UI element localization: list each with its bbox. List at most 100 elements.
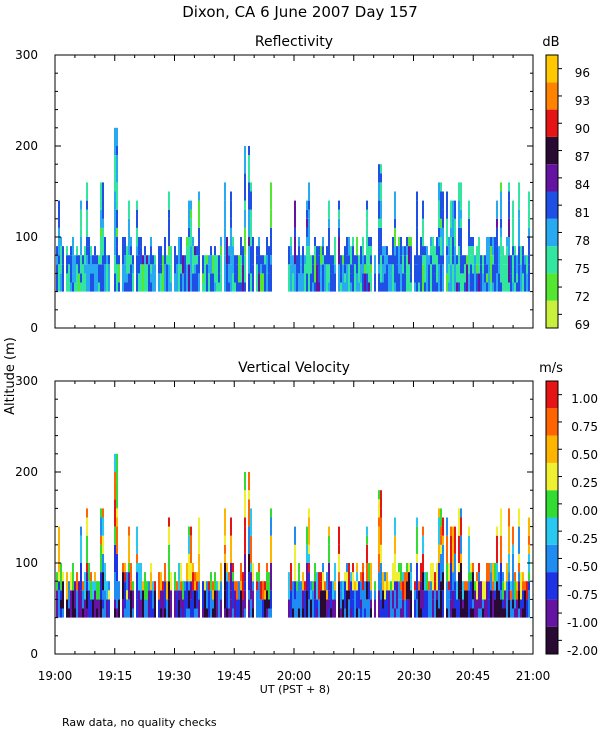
echo-cell xyxy=(328,590,330,600)
echo-cell xyxy=(380,191,382,201)
echo-cell xyxy=(422,608,424,618)
echo-cell xyxy=(266,572,268,591)
echo-cell xyxy=(238,282,240,292)
echo-cell xyxy=(522,590,524,609)
colorbar-swatch xyxy=(546,572,558,600)
echo-cell xyxy=(366,273,368,283)
echo-cell xyxy=(332,599,334,618)
echo-cell xyxy=(438,182,440,201)
echo-cell xyxy=(458,535,460,563)
echo-cell xyxy=(440,264,442,292)
echo-cell xyxy=(400,264,402,292)
reflectivity-y-tick-300: 300 xyxy=(15,48,38,62)
echo-cell xyxy=(244,581,246,591)
echo-cell xyxy=(440,227,442,237)
echo-cell xyxy=(298,273,300,292)
echo-cell xyxy=(290,237,292,247)
echo-cell xyxy=(524,590,526,618)
echo-cell xyxy=(168,526,170,545)
echo-cell xyxy=(422,590,424,609)
echo-cell xyxy=(366,282,368,292)
echo-cell xyxy=(78,581,80,609)
echo-cell xyxy=(74,608,76,618)
echo-cell xyxy=(248,472,250,491)
echo-cell xyxy=(328,563,330,591)
echo-cell xyxy=(108,264,110,292)
echo-cell xyxy=(498,246,500,265)
echo-cell xyxy=(204,581,206,591)
echo-cell xyxy=(380,182,382,192)
echo-cell xyxy=(460,553,462,563)
echo-cell xyxy=(94,255,96,265)
echo-cell xyxy=(194,608,196,618)
echo-cell xyxy=(416,200,418,228)
echo-cell xyxy=(326,246,328,265)
echo-cell xyxy=(528,255,530,265)
echo-cell xyxy=(154,273,156,292)
echo-cell xyxy=(80,255,82,274)
echo-cell xyxy=(486,563,488,582)
echo-cell xyxy=(220,599,222,618)
echo-cell xyxy=(382,608,384,618)
echo-cell xyxy=(194,255,196,265)
echo-cell xyxy=(380,227,382,237)
echo-cell xyxy=(162,590,164,618)
echo-cell xyxy=(80,273,82,283)
echo-cell xyxy=(448,237,450,247)
echo-cell xyxy=(198,526,200,554)
echo-cell xyxy=(370,563,372,582)
colorbar-frame xyxy=(545,54,559,329)
echo-cell xyxy=(170,246,172,265)
echo-cell xyxy=(164,563,166,582)
echo-cell xyxy=(408,599,410,618)
echo-cell xyxy=(364,273,366,292)
echo-cell xyxy=(244,590,246,609)
velocity-x-tick-1900: 19:00 xyxy=(38,669,73,683)
echo-cell xyxy=(478,581,480,609)
echo-cell xyxy=(402,246,404,256)
echo-cell xyxy=(496,563,498,582)
echo-cell xyxy=(358,282,360,292)
echo-cell xyxy=(462,608,464,618)
velocity-tick-marks xyxy=(54,380,534,655)
echo-cell xyxy=(262,273,264,292)
echo-cell xyxy=(396,581,398,609)
echo-cell xyxy=(242,590,244,600)
echo-cell xyxy=(518,218,520,247)
echo-cell xyxy=(288,572,290,600)
echo-cell xyxy=(92,273,94,292)
echo-cell xyxy=(406,255,408,265)
echo-cell xyxy=(458,508,460,536)
echo-cell xyxy=(82,581,84,591)
echo-cell xyxy=(460,191,462,210)
echo-cell xyxy=(484,255,486,265)
echo-cell xyxy=(294,526,296,545)
echo-cell xyxy=(176,581,178,591)
echo-cell xyxy=(224,282,226,292)
echo-cell xyxy=(114,173,116,192)
echo-cell xyxy=(452,572,454,591)
echo-cell xyxy=(94,590,96,618)
velocity-colorbar-labels: -2.00 -1.00 -0.75 -0.50 -0.25 0.00 0.25 … xyxy=(567,392,598,658)
echo-cell xyxy=(62,608,64,618)
echo-cell xyxy=(142,590,144,618)
echo-cell xyxy=(88,246,90,265)
echo-cell xyxy=(446,218,448,247)
echo-cell xyxy=(230,264,232,292)
echo-cell xyxy=(410,246,412,274)
echo-cell xyxy=(380,508,382,518)
echo-cell xyxy=(350,282,352,292)
echo-cell xyxy=(72,590,74,618)
echo-cell xyxy=(378,227,380,237)
reflectivity-cb-label-1: 72 xyxy=(575,290,590,304)
echo-cell xyxy=(416,599,418,618)
echo-cell xyxy=(484,264,486,283)
echo-cell xyxy=(80,282,82,292)
echo-cell xyxy=(468,581,470,591)
echo-cell xyxy=(144,599,146,618)
echo-cell xyxy=(322,563,324,573)
echo-cell xyxy=(150,246,152,265)
echo-cell xyxy=(436,237,438,256)
echo-cell xyxy=(248,572,250,591)
echo-cell xyxy=(168,553,170,582)
